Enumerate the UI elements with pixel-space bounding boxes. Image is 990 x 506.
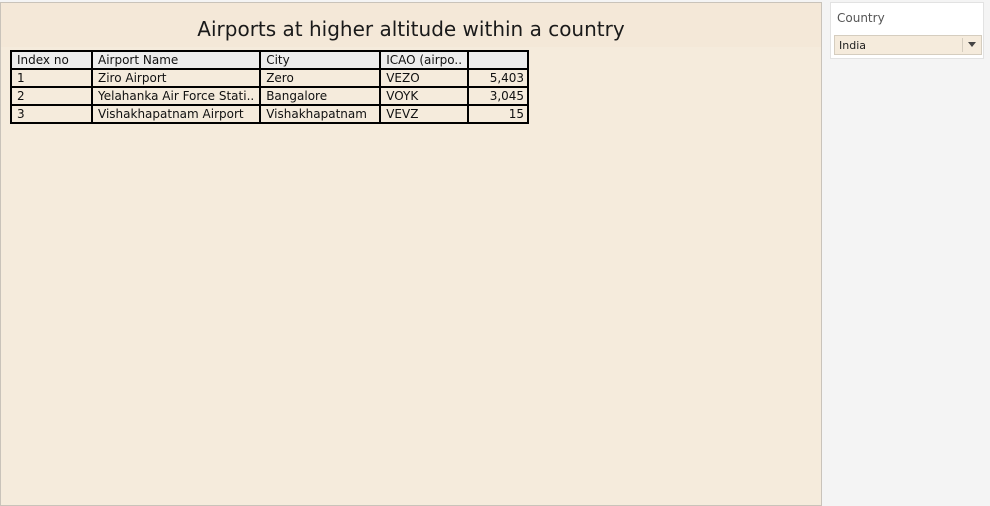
column-header-altitude[interactable]: [467, 50, 530, 70]
country-dropdown[interactable]: India: [834, 35, 982, 55]
column-header-icao[interactable]: ICAO (airpo..: [379, 50, 470, 70]
cell-index: 2: [10, 86, 93, 106]
table-row[interactable]: 3 Vishakhapatnam Airport Vishakhapatnam …: [10, 104, 530, 124]
cell-icao: VOYK: [379, 86, 470, 106]
column-header-city[interactable]: City: [259, 50, 382, 70]
chevron-down-icon[interactable]: [968, 42, 976, 47]
table-row[interactable]: 2 Yelahanka Air Force Stati.. Bangalore …: [10, 86, 530, 106]
cell-airport-name: Yelahanka Air Force Stati..: [90, 86, 262, 106]
cell-altitude: 5,403: [467, 68, 530, 88]
cell-airport-name: Vishakhapatnam Airport: [90, 104, 262, 124]
column-header-airport-name[interactable]: Airport Name: [90, 50, 262, 70]
cell-city: Bangalore: [259, 86, 382, 106]
filter-label: Country: [837, 11, 885, 25]
cell-city: Vishakhapatnam: [259, 104, 382, 124]
column-header-index[interactable]: Index no: [10, 50, 93, 70]
cell-index: 1: [10, 68, 93, 88]
dashboard-panel: Airports at higher altitude within a cou…: [0, 2, 822, 506]
table-row[interactable]: 1 Ziro Airport Zero VEZO 5,403: [10, 68, 530, 88]
country-dropdown-value: India: [839, 39, 866, 52]
cell-icao: VEVZ: [379, 104, 470, 124]
cell-icao: VEZO: [379, 68, 470, 88]
cell-altitude: 15: [467, 104, 530, 124]
airports-table: Index no Airport Name City ICAO (airpo..…: [10, 50, 530, 124]
dashboard-title: Airports at higher altitude within a cou…: [197, 17, 625, 41]
cell-index: 3: [10, 104, 93, 124]
country-filter: Country India: [830, 2, 984, 59]
table-header-row: Index no Airport Name City ICAO (airpo..: [10, 50, 530, 70]
cell-airport-name: Ziro Airport: [90, 68, 262, 88]
cell-city: Zero: [259, 68, 382, 88]
title-band: Airports at higher altitude within a cou…: [1, 3, 821, 47]
dropdown-divider: [962, 38, 963, 52]
cell-altitude: 3,045: [467, 86, 530, 106]
